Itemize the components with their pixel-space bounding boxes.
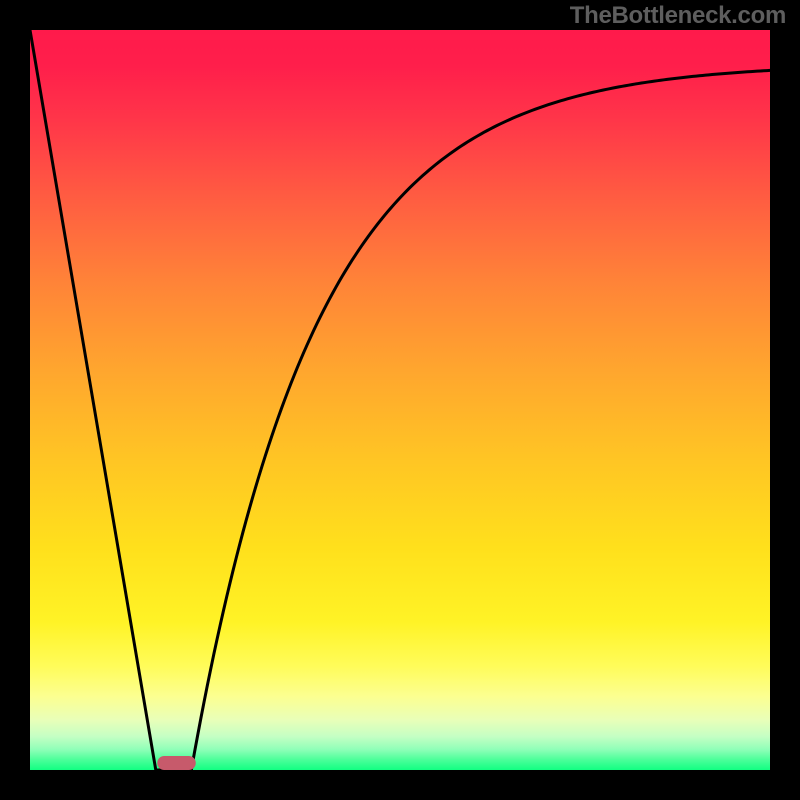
chart-container: TheBottleneck.com — [0, 0, 800, 800]
attribution-text: TheBottleneck.com — [570, 2, 786, 30]
chart-background — [30, 30, 770, 770]
valley-marker — [157, 756, 195, 770]
bottleneck-chart — [0, 0, 800, 800]
